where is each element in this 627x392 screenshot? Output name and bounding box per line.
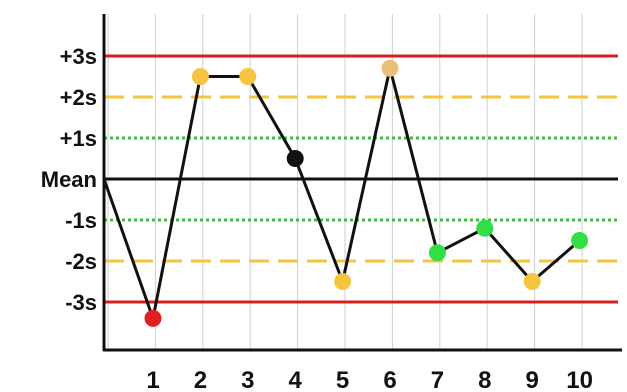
data-point-5 [334,273,352,290]
y-label-3: +1s [60,126,97,151]
y-axis-labels: +3s +2s +1s Mean -1s -2s -3s [41,44,97,315]
x-tick-label-8: 8 [478,367,491,392]
y-label-1: +3s [60,44,97,69]
x-tick-label-5: 5 [336,367,349,392]
y-label-5: -1s [65,208,97,233]
data-point-6 [381,59,399,77]
x-tick-label-7: 7 [431,367,444,392]
x-tick-label-1: 1 [146,367,159,392]
y-label-2: +2s [60,85,97,110]
y-label-6: -2s [65,249,97,274]
x-tick-label-6: 6 [383,367,396,392]
data-point-7 [428,244,446,262]
data-point-2 [191,68,209,85]
data-point-10 [571,232,589,249]
x-tick-label-9: 9 [526,367,539,392]
x-tick-label-3: 3 [241,367,254,392]
data-points [144,59,589,327]
x-tick-label-10: 10 [566,367,593,392]
data-point-8 [476,219,494,237]
y-label-7: -3s [65,290,97,315]
x-axis-labels: 1 2 3 4 5 6 7 8 9 10 [146,367,593,392]
data-point-9 [523,273,541,290]
x-tick-label-2: 2 [194,367,207,392]
y-label-4: Mean [41,167,97,192]
data-point-4 [286,150,304,167]
data-point-1 [144,309,162,327]
x-tick-label-4: 4 [289,367,303,392]
data-point-3 [239,68,257,85]
